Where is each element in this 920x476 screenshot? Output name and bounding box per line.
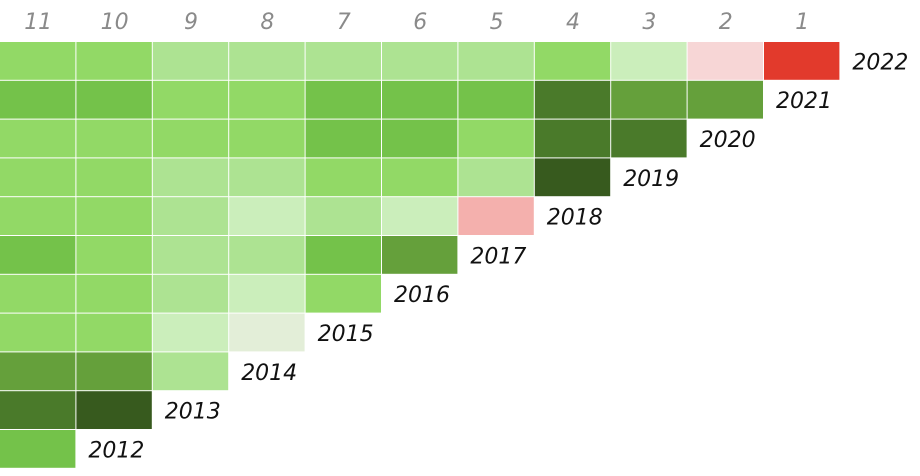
heatmap-cell bbox=[382, 236, 458, 274]
row-label-2019: 2019 bbox=[623, 167, 679, 192]
heatmap-cell bbox=[687, 80, 763, 119]
heatmap-cell bbox=[611, 119, 687, 158]
heatmap-cell bbox=[458, 80, 534, 119]
heatmap-cell bbox=[76, 197, 152, 235]
column-label-11: 11 bbox=[24, 10, 52, 35]
column-label-2: 2 bbox=[719, 10, 733, 35]
heatmap-cell bbox=[152, 119, 229, 158]
heatmap-cell bbox=[76, 352, 152, 391]
column-label-10: 10 bbox=[101, 10, 129, 35]
row-label-2015: 2015 bbox=[318, 322, 374, 347]
heatmap-cell bbox=[458, 119, 534, 158]
heatmap-cell bbox=[76, 313, 152, 352]
row-label-2012: 2012 bbox=[88, 438, 144, 463]
heatmap-cell bbox=[0, 42, 76, 80]
heatmap-cell bbox=[764, 42, 840, 80]
heatmap-cells bbox=[0, 42, 840, 468]
heatmap-cell bbox=[458, 158, 534, 197]
heatmap-cell bbox=[0, 236, 76, 274]
heatmap-cell bbox=[0, 313, 76, 352]
heatmap-cell bbox=[229, 236, 305, 274]
heatmap-cell bbox=[152, 158, 229, 197]
column-label-7: 7 bbox=[337, 10, 351, 35]
heatmap-cell bbox=[152, 352, 229, 391]
heatmap-cell bbox=[0, 119, 76, 158]
heatmap-cell bbox=[229, 274, 305, 313]
heatmap-cell bbox=[76, 119, 152, 158]
heatmap-cell bbox=[229, 119, 305, 158]
row-label-2021: 2021 bbox=[776, 89, 832, 114]
heatmap-cell bbox=[229, 197, 305, 235]
row-label-2014: 2014 bbox=[241, 361, 297, 386]
column-label-1: 1 bbox=[795, 10, 809, 35]
heatmap-cell bbox=[0, 430, 76, 468]
heatmap-cell bbox=[0, 158, 76, 197]
row-label-2020: 2020 bbox=[700, 128, 756, 153]
row-label-2017: 2017 bbox=[470, 244, 526, 269]
heatmap-cell bbox=[687, 42, 763, 80]
heatmap-cell bbox=[152, 80, 229, 119]
heatmap-cell bbox=[305, 158, 381, 197]
row-label-2022: 2022 bbox=[852, 50, 908, 75]
heatmap-cell bbox=[76, 236, 152, 274]
heatmap-cell bbox=[534, 80, 611, 119]
row-label-2018: 2018 bbox=[547, 206, 603, 231]
heatmap-cell bbox=[458, 42, 534, 80]
heatmap-cell bbox=[0, 352, 76, 391]
heatmap-cell bbox=[0, 391, 76, 429]
heatmap-cell bbox=[229, 158, 305, 197]
heatmap-cell bbox=[0, 274, 76, 313]
heatmap-cell bbox=[611, 80, 687, 119]
heatmap-cell bbox=[76, 391, 152, 429]
column-label-4: 4 bbox=[566, 10, 580, 35]
heatmap-cell bbox=[458, 197, 534, 235]
column-labels: 11 10 9 8 7 6 5 4 3 2 1 bbox=[24, 10, 809, 35]
heatmap-cell bbox=[152, 197, 229, 235]
heatmap-cell bbox=[229, 313, 305, 352]
heatmap-cell bbox=[152, 274, 229, 313]
heatmap-cell bbox=[305, 274, 381, 313]
heatmap-cell bbox=[76, 274, 152, 313]
heatmap-cell bbox=[229, 80, 305, 119]
column-label-3: 3 bbox=[642, 10, 656, 35]
heatmap-cell bbox=[382, 158, 458, 197]
column-label-9: 9 bbox=[184, 10, 198, 35]
column-label-8: 8 bbox=[260, 10, 274, 35]
heatmap-cell bbox=[152, 236, 229, 274]
heatmap-cell bbox=[305, 42, 381, 80]
heatmap-cell bbox=[229, 42, 305, 80]
heatmap-cell bbox=[534, 119, 611, 158]
heatmap-cell bbox=[382, 80, 458, 119]
heatmap-cell bbox=[76, 80, 152, 119]
heatmap-cell bbox=[534, 42, 611, 80]
heatmap-cell bbox=[152, 42, 229, 80]
heatmap-cell bbox=[382, 119, 458, 158]
heatmap-cell bbox=[305, 236, 381, 274]
heatmap-cell bbox=[382, 197, 458, 235]
heatmap-cell bbox=[76, 42, 152, 80]
heatmap-cell bbox=[534, 158, 611, 197]
heatmap-cell bbox=[76, 158, 152, 197]
row-label-2013: 2013 bbox=[165, 400, 221, 425]
row-label-2016: 2016 bbox=[394, 283, 450, 308]
heatmap-cell bbox=[382, 42, 458, 80]
heatmap-cell bbox=[305, 119, 381, 158]
heatmap-cell bbox=[0, 197, 76, 235]
heatmap-cell bbox=[611, 42, 687, 80]
row-labels: 2022 2021 2020 2019 2018 2017 2016 2015 2014 2013… bbox=[88, 50, 908, 463]
heatmap-cell bbox=[305, 197, 381, 235]
column-label-5: 5 bbox=[490, 10, 504, 35]
column-label-6: 6 bbox=[413, 10, 427, 35]
heatmap-cell bbox=[0, 80, 76, 119]
heatmap-cell bbox=[152, 313, 229, 352]
heatmap-cell bbox=[305, 80, 381, 119]
